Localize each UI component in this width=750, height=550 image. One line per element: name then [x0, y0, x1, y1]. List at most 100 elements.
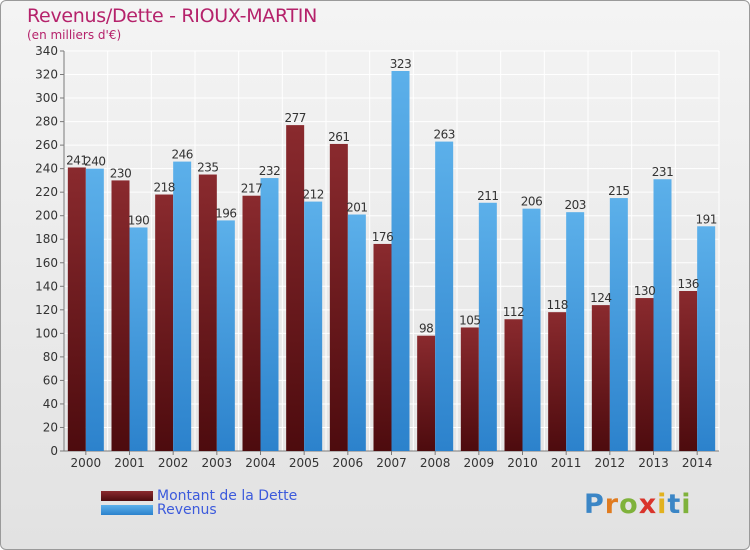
y-tick-label: 120 — [35, 303, 58, 317]
y-tick-label: 260 — [35, 138, 58, 152]
y-tick-label: 80 — [43, 350, 58, 364]
bar-debt — [111, 180, 130, 452]
data-label-revenue: 240 — [84, 155, 105, 169]
chart-subtitle: (en milliers d'€) — [27, 28, 122, 42]
bar-revenue — [173, 161, 192, 451]
bar-revenue — [216, 220, 235, 451]
chart-title: Revenus/Dette - RIOUX-MARTIN — [27, 5, 318, 27]
y-tick-label: 60 — [43, 373, 58, 387]
legend-label-revenue: Revenus — [157, 502, 217, 518]
legend-swatch-revenue — [101, 505, 153, 515]
bar-revenue — [478, 202, 497, 451]
data-label-revenue: 211 — [477, 189, 498, 203]
bar-revenue — [391, 71, 410, 451]
bar-debt — [417, 335, 436, 451]
data-label-revenue: 323 — [390, 57, 411, 71]
bar-revenue — [260, 178, 279, 451]
bar-revenue — [697, 226, 716, 451]
bar-debt — [460, 327, 479, 451]
data-label-debt: 130 — [634, 284, 655, 298]
data-label-debt: 241 — [66, 153, 87, 167]
x-tick-label: 2010 — [507, 456, 538, 470]
bar-revenue — [522, 208, 541, 451]
x-tick-label: 2014 — [682, 456, 713, 470]
y-tick-label: 140 — [35, 279, 58, 293]
bar-debt — [67, 167, 86, 451]
y-tick-label: 200 — [35, 209, 58, 223]
x-tick-label: 2012 — [595, 456, 626, 470]
bar-revenue — [653, 179, 672, 451]
data-label-revenue: 212 — [302, 188, 323, 202]
data-label-debt: 112 — [503, 305, 524, 319]
data-label-debt: 235 — [197, 161, 218, 175]
data-label-debt: 277 — [284, 111, 305, 125]
data-label-revenue: 232 — [259, 164, 280, 178]
bar-debt — [155, 194, 174, 451]
legend-item-revenue: Revenus — [101, 501, 217, 519]
y-tick-label: 160 — [35, 256, 58, 270]
bar-revenue — [435, 141, 454, 451]
bar-revenue — [85, 168, 104, 451]
bar-debt — [504, 319, 523, 451]
y-tick-label: 320 — [35, 68, 58, 82]
bar-debt — [329, 143, 348, 452]
bar-debt — [242, 195, 261, 451]
proxiti-logo: Proxiti — [584, 489, 692, 520]
y-tick-label: 240 — [35, 162, 58, 176]
y-tick-label: 20 — [43, 420, 58, 434]
data-label-debt: 98 — [419, 322, 433, 336]
data-label-debt: 261 — [328, 130, 349, 144]
data-label-revenue: 246 — [171, 148, 192, 162]
x-tick-label: 2004 — [245, 456, 276, 470]
y-tick-label: 300 — [35, 91, 58, 105]
bar-debt — [548, 312, 567, 451]
bar-debt — [591, 305, 610, 451]
axes: 0 20 40 60 80 100 120 140 160 180 200 220 240 260 280 3… — [35, 44, 719, 470]
data-label-debt: 218 — [153, 181, 174, 195]
bars — [67, 71, 716, 452]
y-tick-label: 40 — [43, 397, 58, 411]
x-tick-label: 2013 — [638, 456, 669, 470]
data-label-debt: 230 — [110, 166, 131, 180]
data-label-revenue: 190 — [128, 213, 149, 227]
y-tick-label: 0 — [50, 444, 58, 458]
y-tick-label: 100 — [35, 326, 58, 340]
data-label-debt: 118 — [546, 298, 567, 312]
bar-revenue — [347, 214, 366, 451]
data-label-debt: 105 — [459, 313, 480, 327]
data-label-revenue: 196 — [215, 206, 236, 220]
data-label-revenue: 263 — [433, 128, 454, 142]
y-tick-label: 280 — [35, 115, 58, 129]
x-tick-label: 2001 — [114, 456, 145, 470]
data-label-revenue: 191 — [695, 212, 716, 226]
legend-label-debt: Montant de la Dette — [157, 488, 298, 504]
x-tick-label: 2003 — [202, 456, 233, 470]
data-label-debt: 176 — [372, 230, 393, 244]
bar-debt — [679, 291, 698, 451]
bar-revenue — [304, 201, 323, 451]
data-label-revenue: 231 — [652, 165, 673, 179]
x-tick-label: 2007 — [376, 456, 407, 470]
data-label-debt: 124 — [590, 291, 611, 305]
y-tick-label: 220 — [35, 185, 58, 199]
legend-swatch-debt — [101, 491, 153, 501]
x-tick-label: 2011 — [551, 456, 582, 470]
bar-revenue — [129, 227, 148, 451]
data-label-revenue: 203 — [564, 198, 585, 212]
x-tick-label: 2002 — [158, 456, 189, 470]
x-tick-label: 2006 — [333, 456, 364, 470]
data-label-debt: 217 — [241, 182, 262, 196]
data-label-debt: 136 — [677, 277, 698, 291]
x-tick-label: 2009 — [464, 456, 495, 470]
bar-debt — [286, 125, 305, 451]
bar-revenue — [609, 198, 628, 451]
data-label-revenue: 201 — [346, 201, 367, 215]
bar-debt — [198, 174, 217, 451]
data-label-revenue: 206 — [521, 195, 542, 209]
data-label-revenue: 215 — [608, 184, 629, 198]
legend-item-debt: Montant de la Dette — [101, 487, 297, 505]
x-tick-label: 2005 — [289, 456, 320, 470]
